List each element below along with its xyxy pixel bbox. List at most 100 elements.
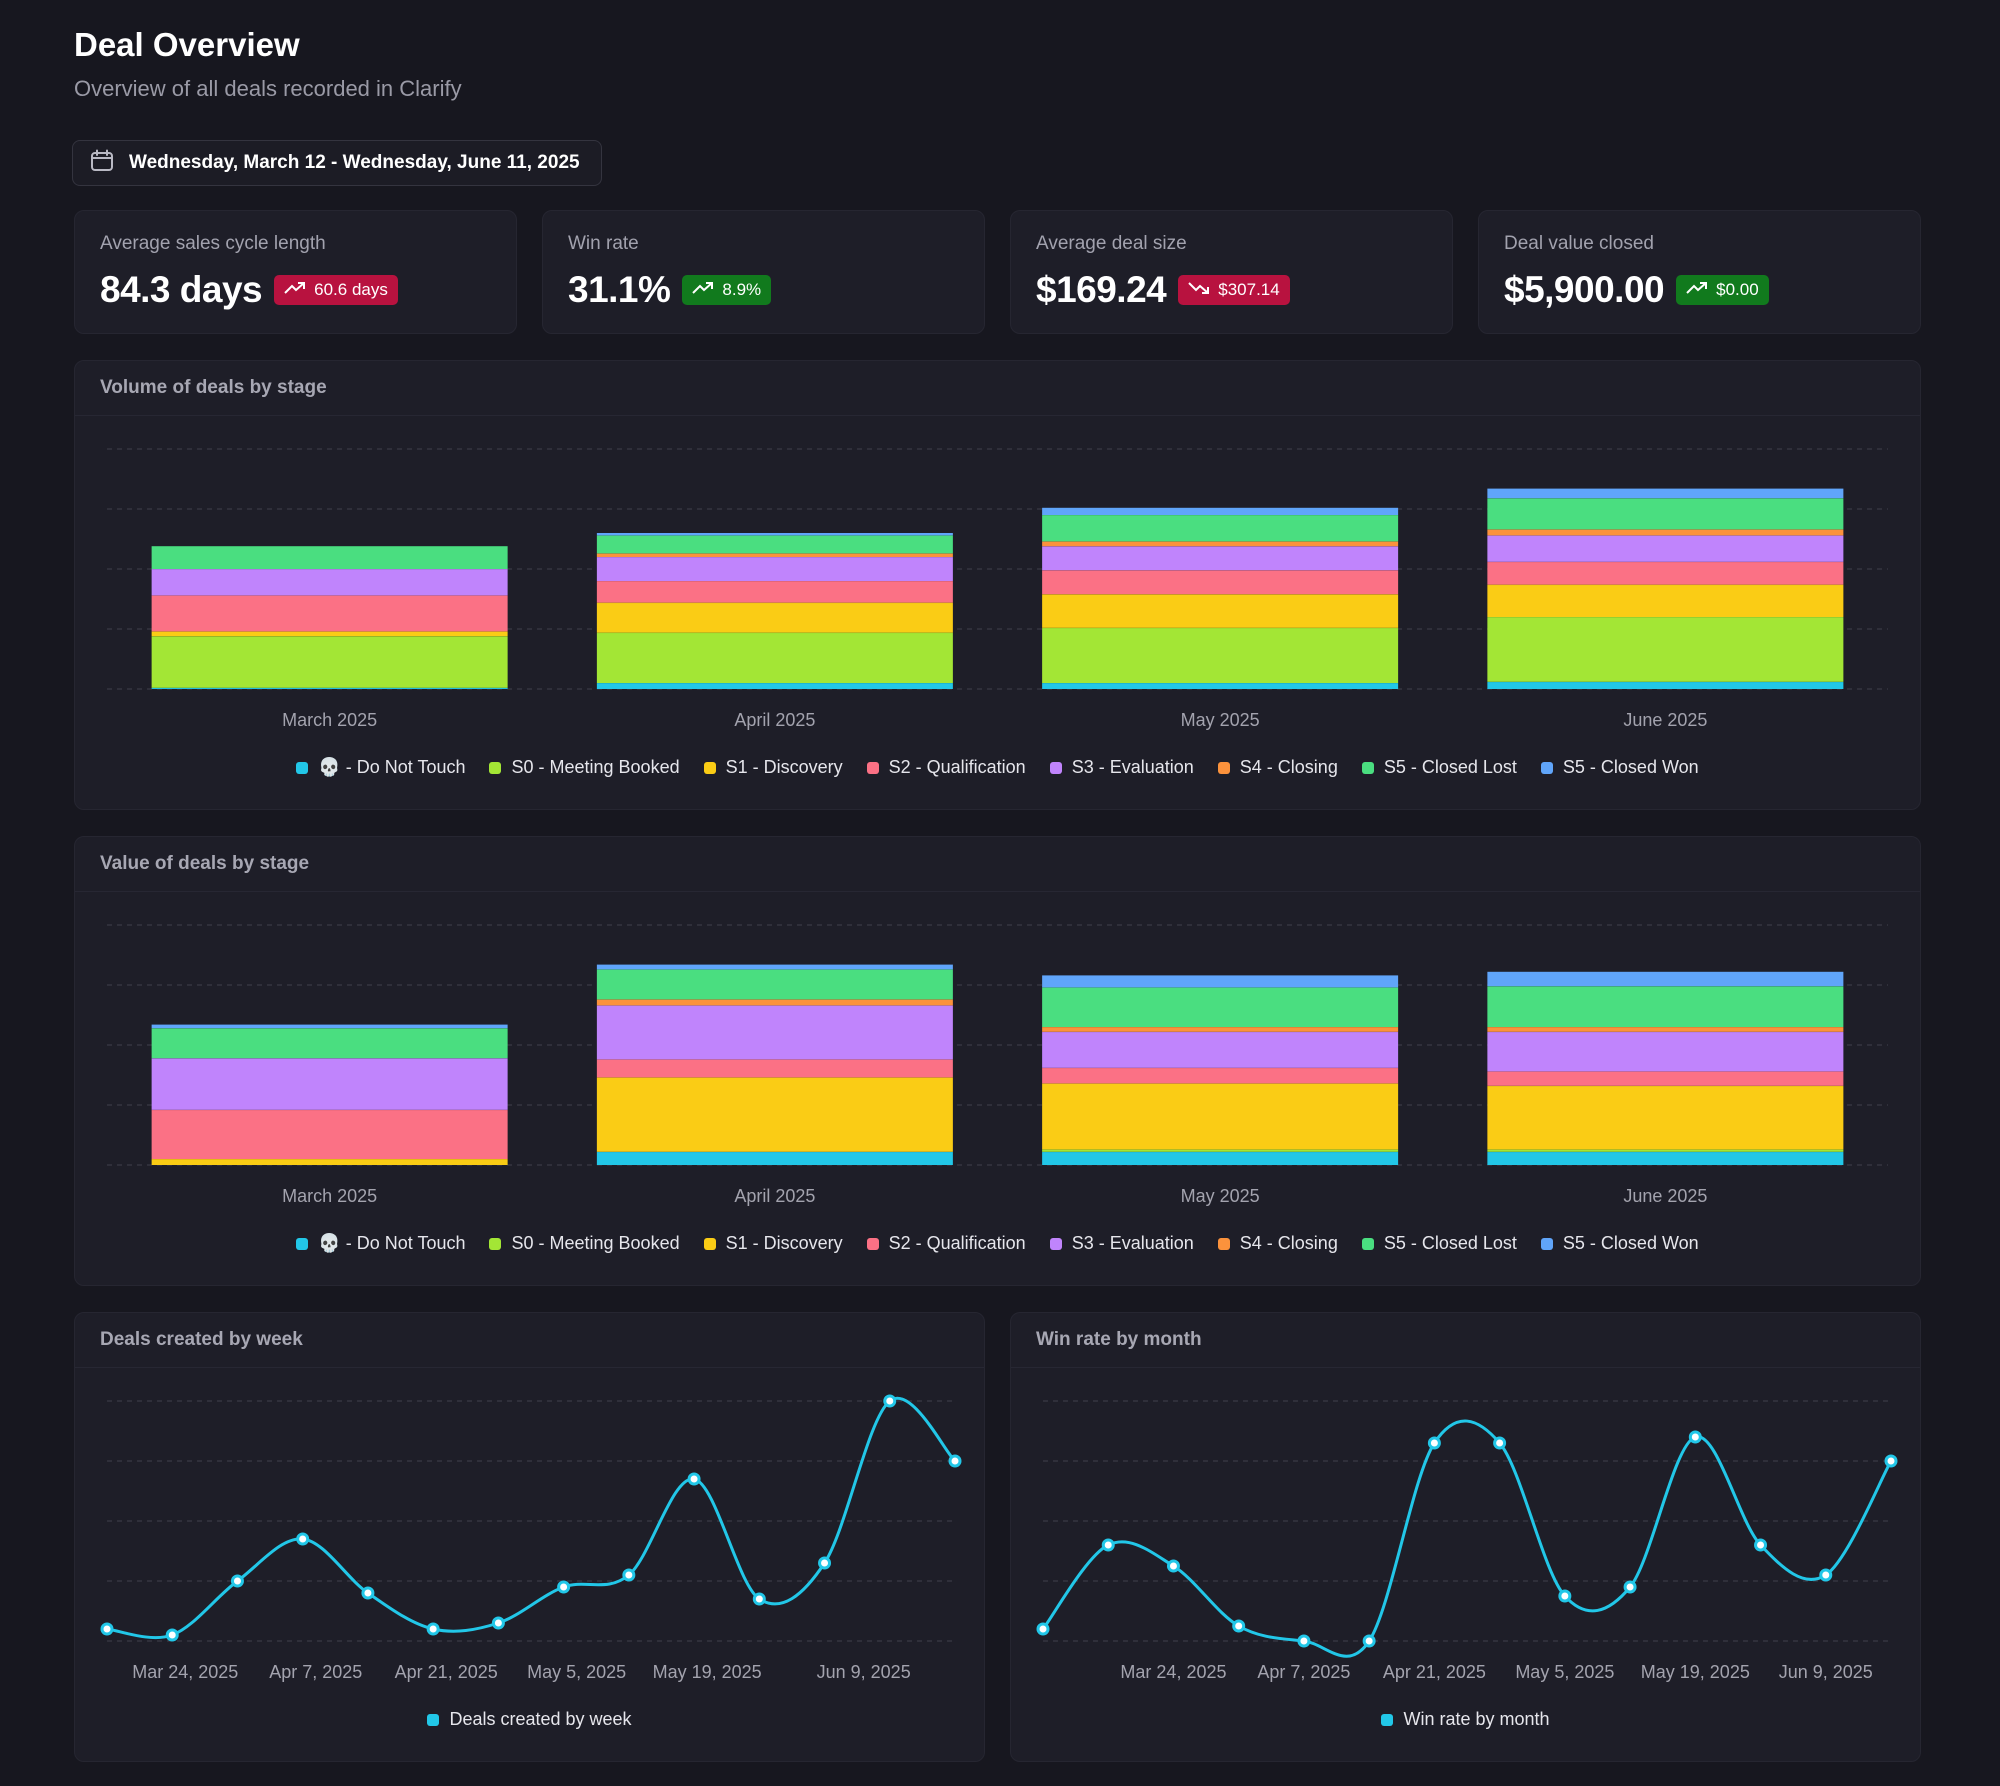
- x-tick-label: Mar 24, 2025: [132, 1662, 238, 1682]
- bar-segment: [596, 1077, 953, 1152]
- bar-segment: [151, 687, 508, 689]
- legend-swatch: [296, 761, 309, 774]
- kpi-delta-badge: 60.6 days: [274, 275, 398, 305]
- kpi-value: 31.1%: [568, 269, 671, 310]
- bar-segment: [151, 1024, 508, 1029]
- bar-segment: [1487, 1027, 1844, 1032]
- legend-label: S2 - Qualification: [888, 1233, 1026, 1253]
- bar-segment: [1487, 617, 1844, 682]
- legend-swatch: [1540, 1237, 1553, 1250]
- legend-item: S5 - Closed Won: [1540, 1233, 1699, 1254]
- legend-swatch: [1049, 761, 1062, 774]
- bar-segment: [1042, 546, 1399, 571]
- bar-segment: [1042, 570, 1399, 595]
- bar-segment: [596, 964, 953, 970]
- kpi-delta-badge: 8.9%: [682, 275, 772, 305]
- legend-label: S4 - Closing: [1239, 1233, 1338, 1253]
- deals-created-by-week-chart: Mar 24, 2025 Apr 7, 2025 Apr 21, 2025 May 5…: [100, 1394, 962, 1682]
- chart-legend: 💀 - Do Not Touch S0 - Meeting Booked S1 - …: [75, 757, 1920, 778]
- x-tick-label: Mar 24, 2025: [1120, 1662, 1226, 1682]
- x-tick-label: Jun 9, 2025: [817, 1662, 911, 1682]
- trend-up-icon: [692, 280, 714, 300]
- legend-item: S5 - Closed Lost: [1361, 757, 1517, 778]
- value-by-stage-chart: March 2025 April 2025 May 2025 June 2025: [107, 924, 1888, 1206]
- x-tick-label: June 2025: [1623, 1186, 1707, 1206]
- bar-segment: [1487, 1031, 1844, 1072]
- win-rate-by-month-chart: Mar 24, 2025 Apr 7, 2025 Apr 21, 2025 May 5…: [1036, 1400, 1898, 1682]
- data-point: [491, 1616, 505, 1630]
- x-tick-label: May 5, 2025: [527, 1662, 626, 1682]
- bar-segment: [1487, 498, 1844, 530]
- legend-item: S3 - Evaluation: [1049, 1233, 1194, 1254]
- bar-segment: [1487, 1149, 1844, 1152]
- data-point: [818, 1556, 832, 1570]
- x-tick-label: June 2025: [1623, 710, 1707, 730]
- kpi-delta: $307.14: [1218, 280, 1280, 299]
- data-point: [1623, 1580, 1637, 1594]
- data-point: [1754, 1538, 1768, 1552]
- bar-segment: [1487, 1085, 1844, 1150]
- legend-swatch: [1381, 1713, 1394, 1726]
- bar-segment: [596, 602, 953, 633]
- bar-segment: [151, 595, 508, 632]
- trend-down-icon: [1188, 280, 1210, 300]
- date-range-picker[interactable]: Wednesday, March 12 - Wednesday, June 11…: [72, 140, 602, 186]
- kpi-label: Average deal size: [1036, 233, 1187, 254]
- x-tick-label: May 19, 2025: [1641, 1662, 1750, 1682]
- bar-segment: [1042, 975, 1399, 988]
- series-line: [1041, 1419, 1893, 1658]
- win-rate-by-month-card: Win rate by month Mar 24, 2025 Apr 7, 202…: [1010, 1312, 1921, 1762]
- data-point: [1166, 1559, 1180, 1573]
- legend-swatch: [1361, 1237, 1374, 1250]
- data-point: [622, 1568, 636, 1582]
- x-tick-label: Apr 7, 2025: [269, 1662, 362, 1682]
- bar-segment: [596, 535, 953, 554]
- trend-up-icon: [1686, 280, 1708, 300]
- legend-item: S2 - Qualification: [866, 757, 1026, 778]
- legend-item: Deals created by week: [427, 1709, 632, 1730]
- data-point: [296, 1532, 310, 1546]
- legend-label: Win rate by month: [1403, 1709, 1550, 1729]
- legend-item: S4 - Closing: [1217, 1233, 1338, 1254]
- data-point: [1819, 1568, 1833, 1582]
- data-point: [230, 1574, 244, 1588]
- bar-segment: [151, 631, 508, 637]
- legend-item: 💀 - Do Not Touch: [296, 757, 465, 778]
- legend-label: S5 - Closed Won: [1562, 757, 1699, 777]
- x-tick-label: April 2025: [734, 1186, 815, 1206]
- data-point: [883, 1394, 897, 1408]
- x-tick-label: May 2025: [1181, 710, 1260, 730]
- page-subtitle: Overview of all deals recorded in Clarif…: [74, 76, 462, 101]
- data-point: [948, 1454, 962, 1468]
- legend-swatch: [1217, 761, 1230, 774]
- kpi-card-deal-value-closed: Deal value closed $5,900.00 $0.00: [1478, 210, 1921, 334]
- legend-item: S1 - Discovery: [703, 757, 843, 778]
- x-tick-label: Jun 9, 2025: [1779, 1662, 1873, 1682]
- legend-label: 💀 - Do Not Touch: [318, 1233, 466, 1253]
- legend-item: 💀 - Do Not Touch: [296, 1233, 465, 1254]
- bar-segment: [1042, 683, 1399, 689]
- legend-label: S1 - Discovery: [725, 1233, 843, 1253]
- bar-segment: [1487, 681, 1844, 689]
- card-title: Win rate by month: [1011, 1313, 1920, 1368]
- bar-segment: [596, 1151, 953, 1165]
- bar-segment: [1042, 1149, 1399, 1152]
- legend-label: S0 - Meeting Booked: [511, 757, 680, 777]
- legend-swatch: [866, 761, 879, 774]
- bar-segment: [1042, 1083, 1399, 1150]
- card-title: Volume of deals by stage: [75, 361, 1920, 416]
- legend-swatch: [1217, 1237, 1230, 1250]
- legend-item: Win rate by month: [1381, 1709, 1550, 1730]
- x-tick-label: Apr 21, 2025: [395, 1662, 498, 1682]
- kpi-card-average-deal-size: Average deal size $169.24 $307.14: [1010, 210, 1453, 334]
- x-tick-label: March 2025: [282, 1186, 377, 1206]
- legend-item: S3 - Evaluation: [1049, 757, 1194, 778]
- data-point: [1427, 1436, 1441, 1450]
- chart-legend: 💀 - Do Not Touch S0 - Meeting Booked S1 - …: [75, 1233, 1920, 1254]
- bar-segment: [1487, 986, 1844, 1027]
- legend-swatch: [703, 1237, 716, 1250]
- data-point: [752, 1592, 766, 1606]
- data-point: [100, 1622, 114, 1636]
- bar-segment: [1042, 594, 1399, 628]
- date-range-label: Wednesday, March 12 - Wednesday, June 11…: [129, 152, 580, 173]
